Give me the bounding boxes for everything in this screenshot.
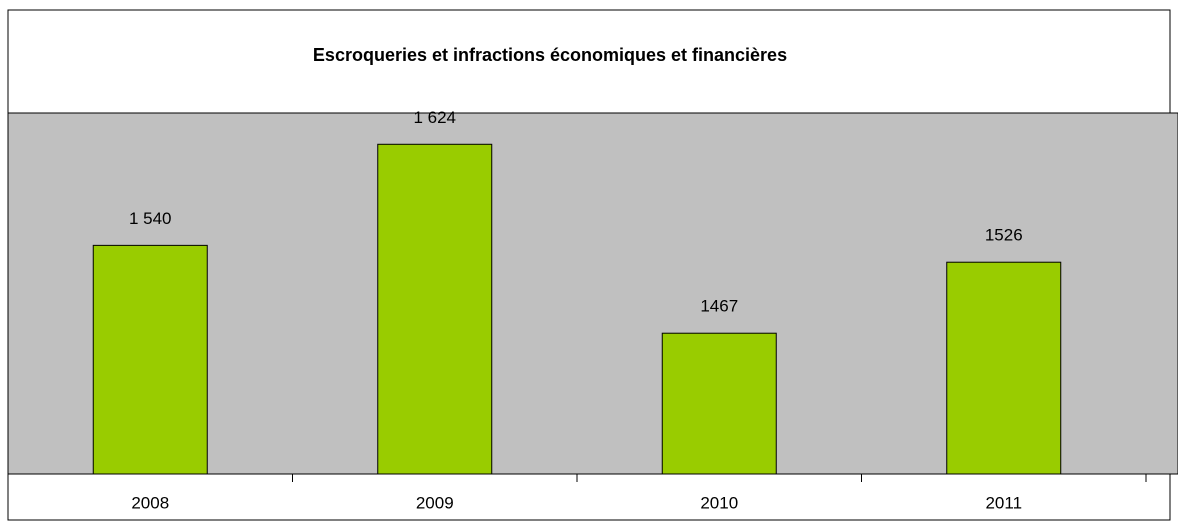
x-tick-label: 2010 bbox=[700, 493, 738, 512]
data-label: 1 624 bbox=[413, 108, 456, 127]
bar bbox=[661, 332, 777, 475]
bar bbox=[377, 143, 493, 475]
x-tick-label: 2009 bbox=[416, 493, 454, 512]
x-tick-label: 2008 bbox=[131, 493, 169, 512]
data-label: 1 540 bbox=[129, 209, 172, 228]
data-label: 1467 bbox=[700, 297, 738, 316]
x-tick-label: 2011 bbox=[985, 493, 1022, 512]
data-label: 1526 bbox=[985, 226, 1023, 245]
bar bbox=[92, 244, 208, 475]
chart-title: Escroqueries et infractions économiques … bbox=[313, 45, 787, 65]
bar bbox=[946, 261, 1062, 475]
